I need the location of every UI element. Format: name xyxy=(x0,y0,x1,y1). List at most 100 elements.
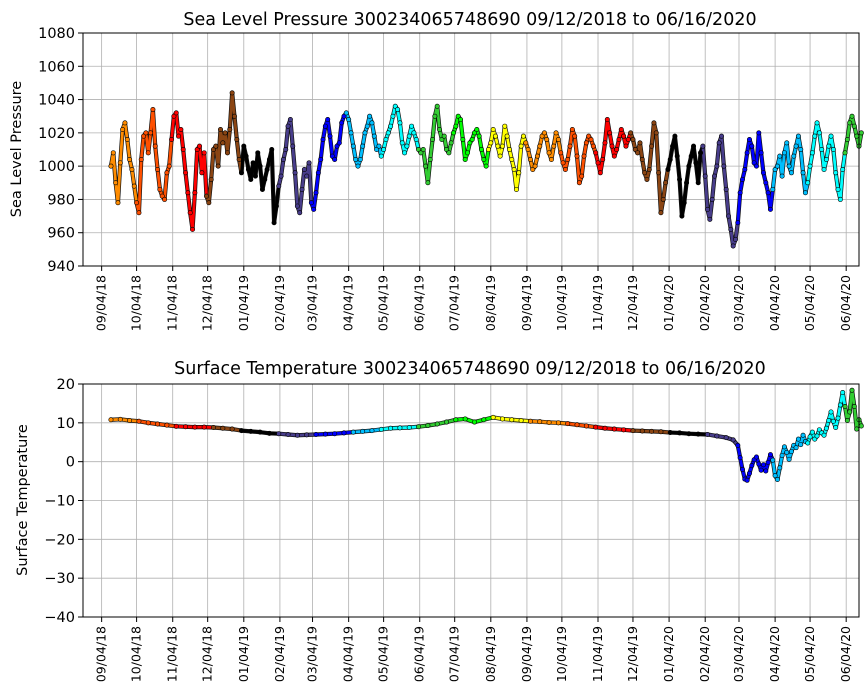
pressure-data-point xyxy=(388,123,394,129)
pressure-data-point xyxy=(406,133,412,139)
pressure-data-point xyxy=(726,213,732,219)
pressure-data-point xyxy=(574,153,580,159)
pressure-trace-segment xyxy=(125,138,132,161)
pressure-data-point xyxy=(173,110,179,116)
pressure-trace-segment xyxy=(724,188,730,218)
temperature-data-point xyxy=(416,424,422,430)
pressure-data-point xyxy=(698,150,704,156)
temperature-data-point xyxy=(649,428,655,434)
pressure-data-point xyxy=(451,130,457,136)
temperature-data-point xyxy=(518,418,524,424)
pressure-data-point xyxy=(844,137,850,143)
temperature-data-point xyxy=(173,423,179,429)
pressure-data-point xyxy=(714,163,720,169)
pressure-data-point xyxy=(854,133,860,139)
pressure-x-tick-label: 06/04/19 xyxy=(412,275,427,331)
pressure-data-point xyxy=(483,163,489,169)
pressure-trace-segment xyxy=(314,171,320,195)
pressure-data-point xyxy=(520,133,526,139)
temperature-x-tick-label: 04/04/20 xyxy=(767,626,782,682)
pressure-x-tick-label: 11/04/18 xyxy=(165,275,180,331)
pressure-data-point xyxy=(245,166,251,172)
pressure-data-point xyxy=(835,186,841,192)
pressure-data-point xyxy=(819,147,825,153)
temperature-x-tick-label: 03/04/20 xyxy=(731,626,746,682)
pressure-trace-segment xyxy=(736,191,742,225)
pressure-trace-segment xyxy=(661,181,667,201)
temperature-trace-segment xyxy=(850,388,856,408)
pressure-data-point xyxy=(162,196,168,202)
pressure-data-point xyxy=(159,193,165,199)
pressure-trace-segment xyxy=(575,154,581,185)
pressure-data-point xyxy=(513,186,519,192)
pressure-data-point xyxy=(327,133,333,139)
pressure-data-point xyxy=(499,143,505,149)
temperature-data-point xyxy=(814,433,820,439)
temperature-data-point xyxy=(830,418,836,424)
pressure-data-point xyxy=(784,140,790,146)
pressure-trace-segment xyxy=(123,121,129,141)
pressure-data-point xyxy=(355,163,361,169)
pressure-data-point xyxy=(266,156,272,162)
pressure-data-point xyxy=(390,113,396,119)
temperature-data-point xyxy=(723,435,729,441)
pressure-data-point xyxy=(304,173,310,179)
pressure-data-point xyxy=(730,243,736,249)
temperature-data-point xyxy=(739,466,745,472)
pressure-trace-segment xyxy=(810,134,817,155)
pressure-trace-segment xyxy=(431,114,437,141)
pressure-x-tick-label: 04/04/19 xyxy=(341,275,356,331)
pressure-data-point xyxy=(210,147,216,153)
temperature-chart-title: Surface Temperature 300234065748690 09/1… xyxy=(174,359,766,379)
pressure-data-point xyxy=(276,183,282,189)
temperature-y-tick-label: 0 xyxy=(66,455,75,471)
pressure-data-point xyxy=(299,186,305,192)
temperature-data-point xyxy=(667,430,673,436)
pressure-data-point xyxy=(113,180,119,186)
temperature-data-point xyxy=(499,416,505,422)
pressure-x-tick-label: 09/04/19 xyxy=(519,275,534,331)
pressure-data-point xyxy=(462,156,468,162)
pressure-data-point xyxy=(262,176,268,182)
pressure-data-point xyxy=(148,130,154,136)
pressure-data-point xyxy=(858,130,864,136)
pressure-data-point xyxy=(665,166,671,172)
pressure-data-point xyxy=(194,147,200,153)
temperature-x-tick-label: 12/04/18 xyxy=(200,626,215,682)
pressure-data-point xyxy=(795,133,801,139)
pressure-data-point xyxy=(719,133,725,139)
pressure-data-point xyxy=(767,206,773,212)
pressure-data-point xyxy=(611,153,617,159)
temperature-data-point xyxy=(434,421,440,427)
temperature-x-tick-label: 05/04/20 xyxy=(802,626,817,682)
pressure-data-point xyxy=(830,147,836,153)
pressure-data-point xyxy=(383,137,389,143)
pressure-data-point xyxy=(350,143,356,149)
temperature-series xyxy=(108,387,864,483)
temperature-data-point xyxy=(266,430,272,436)
pressure-trace-segment xyxy=(284,124,290,151)
pressure-data-point xyxy=(495,143,501,149)
pressure-data-point xyxy=(278,173,284,179)
pressure-trace-segment xyxy=(734,221,740,241)
pressure-trace-segment xyxy=(484,148,490,168)
pressure-data-point xyxy=(691,143,697,149)
pressure-data-point xyxy=(320,137,326,143)
pressure-trace-segment xyxy=(233,114,239,141)
pressure-data-point xyxy=(418,150,424,156)
pressure-trace-segment xyxy=(298,188,304,215)
temperature-trace-segment xyxy=(771,458,777,478)
temperature-panel: Surface Temperature 300234065748690 09/1… xyxy=(15,359,864,682)
pressure-data-point xyxy=(115,200,121,206)
pressure-trace-segment xyxy=(459,118,465,141)
pressure-trace-segment xyxy=(226,128,232,155)
temperature-data-point xyxy=(378,426,384,432)
pressure-data-point xyxy=(234,137,240,143)
temperature-data-point xyxy=(117,416,123,422)
pressure-trace-segment xyxy=(715,141,721,168)
pressure-trace-segment xyxy=(272,204,278,225)
pressure-trace-segment xyxy=(720,134,726,168)
pressure-data-point xyxy=(807,163,813,169)
temperature-x-tick-label: 06/04/19 xyxy=(412,626,427,682)
pressure-data-point xyxy=(765,190,771,196)
